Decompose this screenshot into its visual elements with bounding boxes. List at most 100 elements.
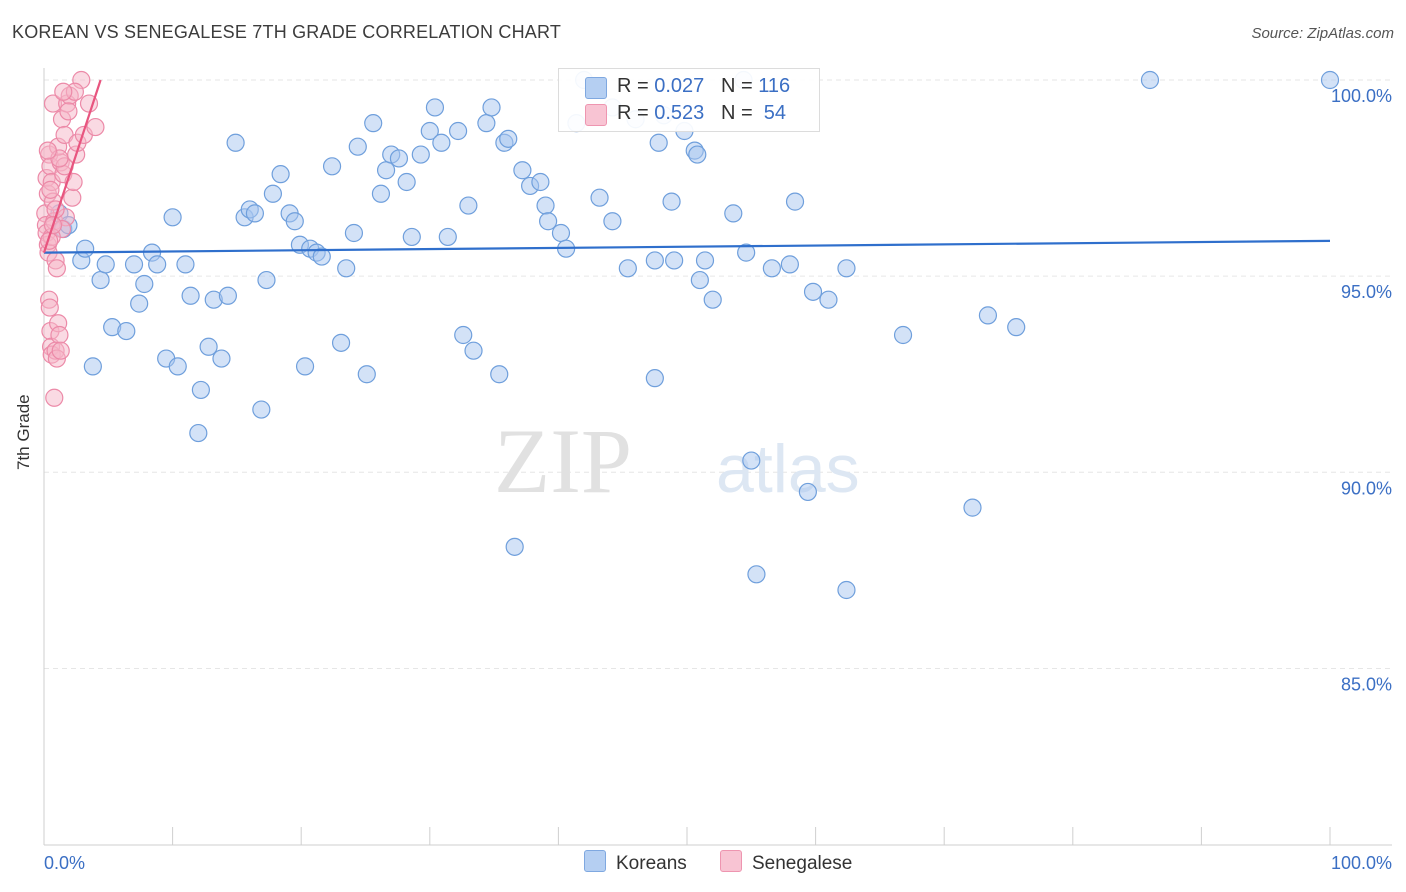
- korean-point: [199, 337, 218, 356]
- korean-point: [245, 204, 265, 223]
- tick-labels: 85.0% 90.0% 95.0% 100.0% 0.0% 100.0%: [44, 86, 1392, 873]
- korean-point: [218, 286, 237, 305]
- korean-point: [263, 184, 283, 203]
- korean-point: [703, 290, 722, 309]
- senegalese-point: [45, 388, 64, 407]
- korean-point: [695, 251, 715, 270]
- senegalese-n-value: 54: [763, 102, 787, 124]
- x-tick-label: 100.0%: [1331, 853, 1392, 873]
- senegalese-r-value: 0.523: [654, 102, 705, 124]
- korean-point: [1140, 70, 1160, 90]
- zipatlas-watermark: ZIP atlas: [494, 410, 860, 512]
- korean-point: [780, 255, 799, 274]
- korean-point: [176, 255, 195, 274]
- korean-point: [163, 208, 182, 227]
- korean-point: [83, 357, 102, 376]
- korean-point: [389, 149, 409, 168]
- korean-point: [464, 341, 483, 360]
- y-tick-label: 90.0%: [1341, 478, 1392, 498]
- koreans-series: [50, 70, 1340, 600]
- korean-point: [96, 255, 115, 274]
- korean-point: [505, 537, 524, 556]
- senegalese-point: [51, 341, 70, 360]
- legend-senegalese-label: Senegalese: [752, 853, 853, 874]
- source-label: Source: ZipAtlas.com: [1251, 25, 1394, 42]
- korean-point: [688, 145, 707, 164]
- legend-senegalese-swatch: [720, 850, 742, 872]
- korean-point: [645, 369, 664, 388]
- senegalese-r-label: R =: [617, 102, 655, 124]
- koreans-trend-line: [43, 239, 1331, 254]
- korean-point: [690, 270, 709, 290]
- korean-point: [551, 223, 571, 243]
- korean-point: [252, 400, 271, 419]
- korean-point: [411, 145, 430, 164]
- korean-point: [212, 349, 231, 368]
- korean-point: [618, 259, 637, 278]
- chart-title: KOREAN VS SENEGALESE 7TH GRADE CORRELATI…: [12, 22, 562, 42]
- senegalese-point: [47, 259, 66, 278]
- korean-point: [837, 580, 856, 600]
- korean-point: [420, 121, 439, 141]
- senegalese-n-label: N =: [720, 102, 759, 124]
- korean-point: [402, 227, 421, 247]
- korean-point: [737, 243, 756, 262]
- senegalese-trend-line: [42, 79, 102, 253]
- korean-point: [893, 325, 913, 345]
- senegalese-stats-text: R = 0.523 N = 54: [617, 102, 786, 125]
- senegalese-point: [50, 325, 69, 345]
- korean-point: [312, 247, 331, 266]
- legend-item-koreans: Koreans: [584, 850, 687, 875]
- korean-point: [762, 259, 781, 278]
- korean-point: [425, 98, 445, 117]
- korean-point: [539, 212, 558, 231]
- korean-point: [130, 294, 149, 313]
- korean-point: [371, 184, 391, 203]
- watermark-atlas: atlas: [716, 431, 860, 507]
- korean-point: [978, 306, 998, 325]
- senegalese-point: [38, 141, 57, 160]
- koreans-r-value: 0.027: [654, 75, 705, 97]
- koreans-stats-text: R = 0.027 N = 116: [617, 75, 790, 98]
- korean-point: [649, 133, 668, 152]
- korean-point: [798, 482, 817, 502]
- korean-point: [285, 212, 304, 231]
- watermark-zip: ZIP: [494, 410, 632, 512]
- korean-point: [448, 121, 468, 141]
- korean-point: [531, 172, 550, 192]
- korean-point: [168, 357, 187, 376]
- korean-point: [189, 423, 208, 443]
- korean-point: [135, 274, 154, 294]
- korean-point: [499, 129, 518, 148]
- y-tick-label: 95.0%: [1341, 282, 1392, 302]
- korean-point: [181, 286, 200, 305]
- senegalese-point: [59, 102, 78, 121]
- legend-koreans-swatch: [584, 850, 606, 872]
- korean-point: [490, 365, 509, 384]
- korean-point: [357, 365, 376, 384]
- korean-point: [295, 357, 315, 376]
- korean-point: [364, 114, 383, 133]
- senegalese-point: [86, 117, 105, 137]
- legend-item-senegalese: Senegalese: [720, 850, 852, 875]
- korean-point: [477, 114, 496, 133]
- correlation-stats-box: R = 0.027 N = 116 R = 0.523 N = 54: [558, 68, 820, 132]
- korean-point: [117, 321, 136, 341]
- korean-point: [124, 255, 144, 274]
- korean-point: [226, 133, 245, 152]
- korean-point: [348, 137, 367, 156]
- korean-point: [803, 282, 823, 301]
- senegalese-point: [40, 298, 59, 317]
- trend-lines: [42, 79, 1331, 254]
- korean-point: [454, 325, 473, 345]
- korean-point: [482, 98, 501, 117]
- korean-point: [819, 290, 838, 309]
- korean-point: [322, 157, 342, 176]
- senegalese-series: [36, 70, 105, 407]
- korean-point: [665, 251, 684, 270]
- koreans-n-value: 116: [758, 75, 791, 97]
- korean-point: [76, 239, 95, 258]
- korean-point: [344, 223, 364, 243]
- korean-point: [191, 380, 210, 400]
